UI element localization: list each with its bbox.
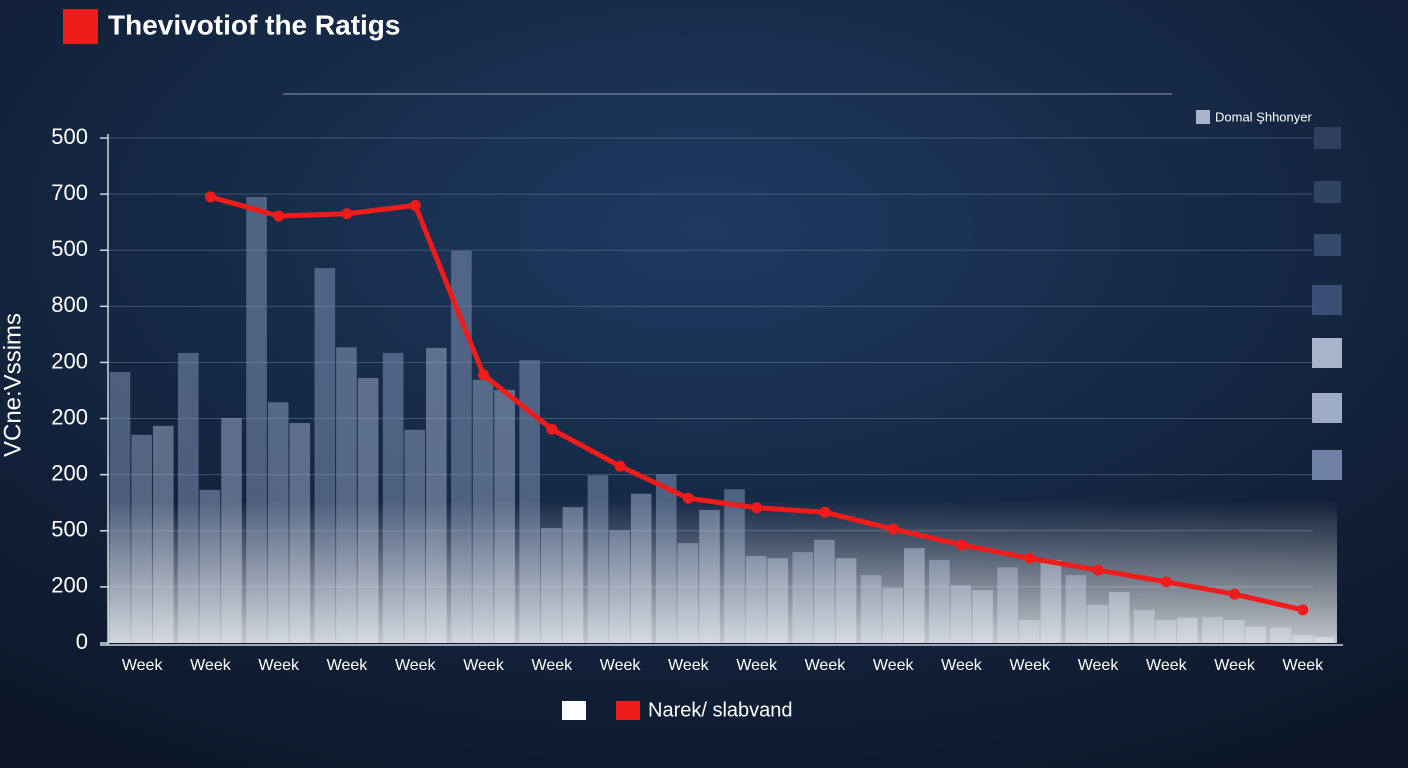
point [1229,588,1241,600]
point [1297,604,1309,616]
swatch [1312,393,1342,423]
x-tick-label: Week [600,657,642,674]
point [955,539,967,551]
x-tick-label: Week [258,657,300,674]
y-tick-label: 500 [51,236,88,261]
x-tick-label: Week [122,657,164,674]
point [682,492,694,504]
swatch [1312,450,1342,480]
x-tick-label: Week [463,657,505,674]
bar-glow [108,500,1337,643]
x-tick-label: Week [395,657,437,674]
y-tick-label: 800 [51,292,88,317]
swatch [1312,285,1342,315]
annotation: Domal Şhhonyer [1215,109,1312,124]
point [1160,576,1172,588]
point [546,423,558,435]
x-tick-label: Week [873,657,915,674]
x-tick-label: Week [327,657,369,674]
point [614,460,626,472]
point [478,369,490,381]
y-axis-label: VCne:Vssims [0,313,26,457]
swatch [1314,234,1341,256]
point [204,191,216,203]
y-tick-label: 500 [51,517,88,542]
point [887,523,899,535]
swatch [1314,127,1341,149]
annotation-icon [1196,110,1210,124]
point [1024,552,1036,564]
legend-swatch [562,701,586,720]
x-tick-label: Week [532,657,574,674]
title-icon [63,9,98,44]
x-tick-label: Week [1283,657,1325,674]
x-tick-label: Week [941,657,983,674]
x-tick-label: Week [1009,657,1051,674]
point [1092,564,1104,576]
x-tick-label: Week [668,657,710,674]
swatch [1312,338,1342,368]
y-tick-label: 200 [51,573,88,598]
chart-title: Thevivotiof the Ratigs [108,9,400,40]
legend-swatch [616,701,640,720]
point [341,208,353,220]
point [751,502,763,514]
x-tick-label: Week [1078,657,1120,674]
side-swatches [1312,127,1342,480]
point [409,199,421,211]
x-tick-label: Week [190,657,232,674]
y-tick-label: 500 [51,124,88,149]
x-tick-label: Week [1214,657,1256,674]
legend-label: Narek/ slabvand [648,699,793,721]
x-tick-label: Week [1146,657,1188,674]
point [273,210,285,222]
y-tick-label: 200 [51,460,88,485]
x-tick-label: Week [736,657,778,674]
x-tick-label: Week [805,657,847,674]
y-tick-label: 200 [51,404,88,429]
y-tick-label: 200 [51,348,88,373]
y-tick-label: 700 [51,180,88,205]
swatch [1314,181,1341,203]
point [819,506,831,518]
y-tick-label: 0 [76,629,88,654]
